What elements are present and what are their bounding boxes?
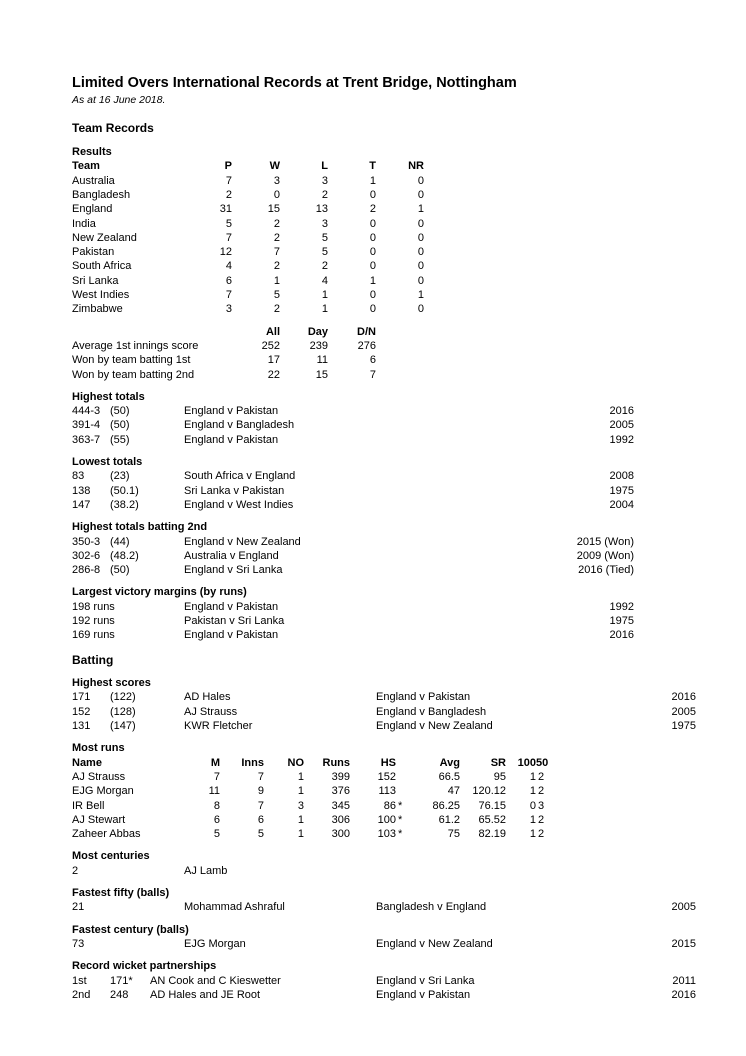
table-row: 138(50.1)Sri Lanka v Pakistan1975 [72,484,634,498]
margins-table: 198 runsEngland v Pakistan1992192 runsPa… [72,600,634,643]
fastest-century-heading: Fastest century (balls) [72,923,704,937]
lowest-totals-table: 83(23)South Africa v England2008138(50.1… [72,469,634,512]
table-row: South Africa42200 [72,259,424,273]
table-row: Won by team batting 2nd22157 [72,368,376,382]
table-row: 131(147)KWR FletcherEngland v New Zealan… [72,719,696,733]
col-nr: NR [376,159,424,173]
table-row: Zimbabwe32100 [72,302,424,316]
fastest-fifty-heading: Fastest fifty (balls) [72,886,704,900]
table-row: New Zealand72500 [72,231,424,245]
table-row: 1st171*AN Cook and C KieswetterEngland v… [72,974,696,988]
table-row: 2nd248AD Hales and JE RootEngland v Paki… [72,988,696,1002]
table-row: EJG Morgan119137611347120.1212 [72,784,558,798]
table-row: 73 EJG Morgan England v New Zealand 2015 [72,937,696,951]
table-row: 147(38.2)England v West Indies2004 [72,498,634,512]
table-row: Sri Lanka61410 [72,274,424,288]
most-runs-table: Name M Inns NO Runs HS Avg SR 100 50 AJ … [72,756,558,842]
section-team-records: Team Records [72,121,704,137]
table-row: IR Bell87334586*86.2576.1503 [72,799,558,813]
table-row: 192 runsPakistan v Sri Lanka1975 [72,614,634,628]
highest-2nd-table: 350-3(44)England v New Zealand2015 (Won)… [72,535,634,578]
table-row: AJ Strauss77139915266.59512 [72,770,558,784]
table-row: Won by team batting 1st17116 [72,353,376,367]
table-row: 302-6(48.2)Australia v England2009 (Won) [72,549,634,563]
col-all: All [232,325,280,339]
table-row: Zaheer Abbas551300103*7582.1912 [72,827,558,841]
page: Limited Overs International Records at T… [0,0,746,1056]
highest-scores-table: 171(122)AD HalesEngland v Pakistan201615… [72,690,696,733]
page-title: Limited Overs International Records at T… [72,74,704,93]
most-runs-heading: Most runs [72,741,704,755]
table-row: 2 AJ Lamb [72,864,227,878]
table-row: 171(122)AD HalesEngland v Pakistan2016 [72,690,696,704]
table-row: 152(128)AJ StraussEngland v Bangladesh20… [72,705,696,719]
fastest-fifty-table: 21 Mohammad Ashraful Bangladesh v Englan… [72,900,696,914]
col-team: Team [72,159,184,173]
section-batting: Batting [72,653,704,669]
most-centuries-heading: Most centuries [72,849,704,863]
innings-table: All Day D/N Average 1st innings score252… [72,325,376,382]
table-row: 391-4(50)England v Bangladesh2005 [72,418,634,432]
table-row: Average 1st innings score252239276 [72,339,376,353]
table-row: Bangladesh20200 [72,188,424,202]
highest-totals-heading: Highest totals [72,390,704,404]
margins-heading: Largest victory margins (by runs) [72,585,704,599]
table-row: Australia73310 [72,174,424,188]
highest-2nd-heading: Highest totals batting 2nd [72,520,704,534]
col-dn: D/N [328,325,376,339]
table-row: England31151321 [72,202,424,216]
table-row: 169 runsEngland v Pakistan2016 [72,628,634,642]
table-row: 363-7(55)England v Pakistan1992 [72,433,634,447]
most-centuries-table: 2 AJ Lamb [72,864,227,878]
table-row: West Indies75101 [72,288,424,302]
table-row: 444-3(50)England v Pakistan2016 [72,404,634,418]
as-of-date: As at 16 June 2018. [72,94,704,108]
table-row: 286-8(50)England v Sri Lanka2016 (Tied) [72,563,634,577]
col-day: Day [280,325,328,339]
table-row: 83(23)South Africa v England2008 [72,469,634,483]
col-t: T [328,159,376,173]
table-row: India52300 [72,217,424,231]
col-w: W [232,159,280,173]
table-row: 198 runsEngland v Pakistan1992 [72,600,634,614]
results-heading: Results [72,145,704,159]
table-row: 350-3(44)England v New Zealand2015 (Won) [72,535,634,549]
col-p: P [184,159,232,173]
results-table: Team P W L T NR Australia73310Bangladesh… [72,159,424,316]
partnerships-table: 1st171*AN Cook and C KieswetterEngland v… [72,974,696,1003]
fastest-century-table: 73 EJG Morgan England v New Zealand 2015 [72,937,696,951]
table-row: 21 Mohammad Ashraful Bangladesh v Englan… [72,900,696,914]
highest-totals-table: 444-3(50)England v Pakistan2016391-4(50)… [72,404,634,447]
table-row: AJ Stewart661306100*61.265.5212 [72,813,558,827]
lowest-totals-heading: Lowest totals [72,455,704,469]
col-l: L [280,159,328,173]
partnerships-heading: Record wicket partnerships [72,959,704,973]
highest-scores-heading: Highest scores [72,676,704,690]
table-row: Pakistan127500 [72,245,424,259]
